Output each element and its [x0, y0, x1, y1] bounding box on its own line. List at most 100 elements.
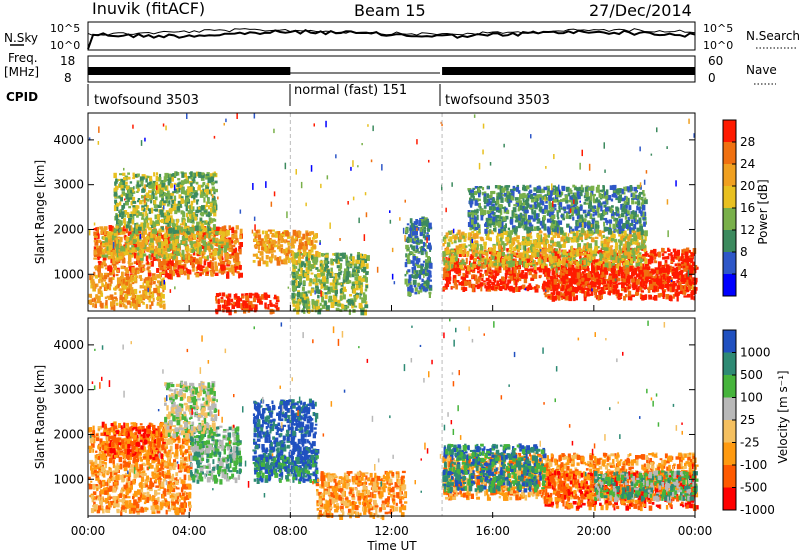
power-colorbar-swatch-3: [723, 208, 736, 230]
power-colorbar-label-1: 24: [740, 157, 755, 171]
power-colorbar-title: Power [dB]: [756, 179, 770, 244]
velocity-colorbar-label-7: -1000: [740, 503, 775, 517]
velocity-colorbar-label-3: 25: [740, 413, 755, 427]
velocity-colorbar-swatch-6: [723, 352, 736, 375]
power-colorbar-swatch-4: [723, 186, 736, 208]
freq-left-unit: [MHz]: [4, 65, 39, 79]
noise-left-tick-high: 10^5: [50, 22, 80, 35]
power-heatmap: [88, 113, 699, 316]
xtick-label-0: 00:00: [71, 524, 106, 538]
power-ytick-label-3: 1000: [53, 267, 84, 281]
power-colorbar-swatch-7: [723, 120, 736, 142]
velocity-heatmap: [88, 318, 699, 521]
velocity-region-4: [252, 398, 320, 475]
cpid-segment-2: normal (fast) 151: [294, 83, 407, 98]
xtick-label-5: 20:00: [577, 524, 612, 538]
noise-right-tick-high: 10^5: [703, 22, 733, 35]
velocity-colorbar-swatch-1: [723, 465, 736, 488]
xtick-label-3: 12:00: [374, 524, 409, 538]
noise-left-tick-low: 10^0: [50, 39, 80, 52]
velocity-ytick-label-1: 3000: [53, 383, 84, 397]
velocity-colorbar-label-4: -25: [740, 436, 760, 450]
power-scatter: [88, 113, 695, 297]
xtick-label-4: 16:00: [475, 524, 510, 538]
noise-sky-trace: [87, 28, 696, 50]
velocity-scatter: [89, 318, 694, 498]
xtick-label-1: 04:00: [172, 524, 207, 538]
noise-search-trace: [87, 28, 696, 37]
freq-right-tick-low: 0: [708, 71, 716, 85]
velocity-colorbar-swatch-7: [723, 330, 736, 353]
velocity-colorbar-swatch-5: [723, 375, 736, 398]
power-colorbar-label-5: 8: [740, 245, 748, 259]
velocity-y-axis-title: Slant Range [km]: [33, 365, 47, 469]
velocity-colorbar-swatch-4: [723, 397, 736, 420]
power-colorbar-swatch-0: [723, 274, 736, 296]
x-axis-ticks: 00:00 04:00 08:00 12:00 16:00 20:00 00:00: [71, 305, 713, 538]
station-title: Inuvik (fitACF): [92, 0, 205, 18]
xtick-label-2: 08:00: [273, 524, 308, 538]
velocity-region-6: [315, 470, 408, 521]
power-ytick-label-0: 4000: [53, 133, 84, 147]
xtick-label-6: 00:00: [678, 524, 713, 538]
power-region-1: [100, 229, 230, 261]
velocity-colorbar-label-6: -500: [740, 481, 767, 495]
cpid-label: CPID: [6, 90, 38, 104]
power-colorbar-swatch-1: [723, 252, 736, 274]
velocity-colorbar-swatch-2: [723, 442, 736, 465]
cpid-segment-1: twofsound 3503: [94, 93, 199, 108]
velocity-region-5: [252, 453, 319, 484]
velocity-colorbar: 1000 500 100 25 -25 -100 -500 -1000: [722, 329, 775, 517]
cpid-segment-3: twofsound 3503: [445, 93, 550, 108]
power-ytick-label-1: 3000: [53, 178, 84, 192]
velocity-colorbar-label-1: 500: [740, 368, 763, 382]
velocity-region-1: [100, 421, 167, 461]
power-ytick-label-2: 2000: [53, 222, 84, 236]
freq-left-tick-low: 8: [64, 71, 72, 85]
velocity-ytick-label-2: 2000: [53, 427, 84, 441]
velocity-colorbar-title: Velocity [m s⁻¹]: [776, 370, 790, 463]
noise-right-label: N.Search: [746, 29, 800, 43]
power-region-9: [442, 229, 648, 272]
power-region-10: [543, 265, 698, 302]
beam-title: Beam 15: [354, 1, 426, 20]
velocity-colorbar-swatch-0: [723, 487, 736, 510]
freq-band-2: [442, 67, 695, 75]
noise-left-label: N.Sky: [4, 31, 38, 45]
x-axis-title: Time UT: [366, 539, 417, 553]
freq-left-tick-high: 18: [60, 54, 75, 68]
date-title: 27/Dec/2014: [589, 1, 692, 20]
velocity-colorbar-swatch-3: [723, 420, 736, 443]
freq-left-label: Freq.: [8, 51, 38, 65]
power-region-7: [404, 216, 433, 298]
freq-right-tick-high: 60: [708, 54, 723, 68]
power-region-3: [113, 171, 218, 235]
power-region-11: [467, 184, 648, 235]
power-colorbar-swatch-2: [723, 230, 736, 252]
power-colorbar-label-4: 12: [740, 223, 755, 237]
power-colorbar-swatch-6: [723, 142, 736, 164]
noise-panel-frame: [87, 21, 696, 51]
velocity-y-ticks: 4000 3000 2000 1000: [53, 338, 695, 486]
power-colorbar-label-0: 28: [740, 135, 755, 149]
power-colorbar-label-2: 20: [740, 179, 755, 193]
power-colorbar-swatch-5: [723, 164, 736, 186]
velocity-colorbar-label-2: 100: [740, 391, 763, 405]
freq-bands: [88, 67, 695, 75]
velocity-region-2: [189, 425, 243, 485]
velocity-colorbar-label-5: -100: [740, 458, 767, 472]
freq-band-0: [88, 67, 291, 75]
velocity-region-3: [163, 380, 218, 439]
power-region-4: [215, 292, 280, 316]
noise-right-tick-low: 10^0: [703, 39, 733, 52]
velocity-colorbar-label-0: 1000: [740, 346, 771, 360]
power-y-axis-title: Slant Range [km]: [33, 160, 47, 264]
power-y-ticks: 4000 3000 2000 1000: [53, 133, 695, 281]
power-colorbar-label-3: 16: [740, 201, 755, 215]
velocity-ytick-label-0: 4000: [53, 338, 84, 352]
power-colorbar: 28 24 20 16 12 8 4: [722, 119, 755, 297]
freq-right-label: Nave: [746, 63, 777, 77]
power-colorbar-label-6: 4: [740, 267, 748, 281]
power-region-6: [291, 252, 370, 316]
